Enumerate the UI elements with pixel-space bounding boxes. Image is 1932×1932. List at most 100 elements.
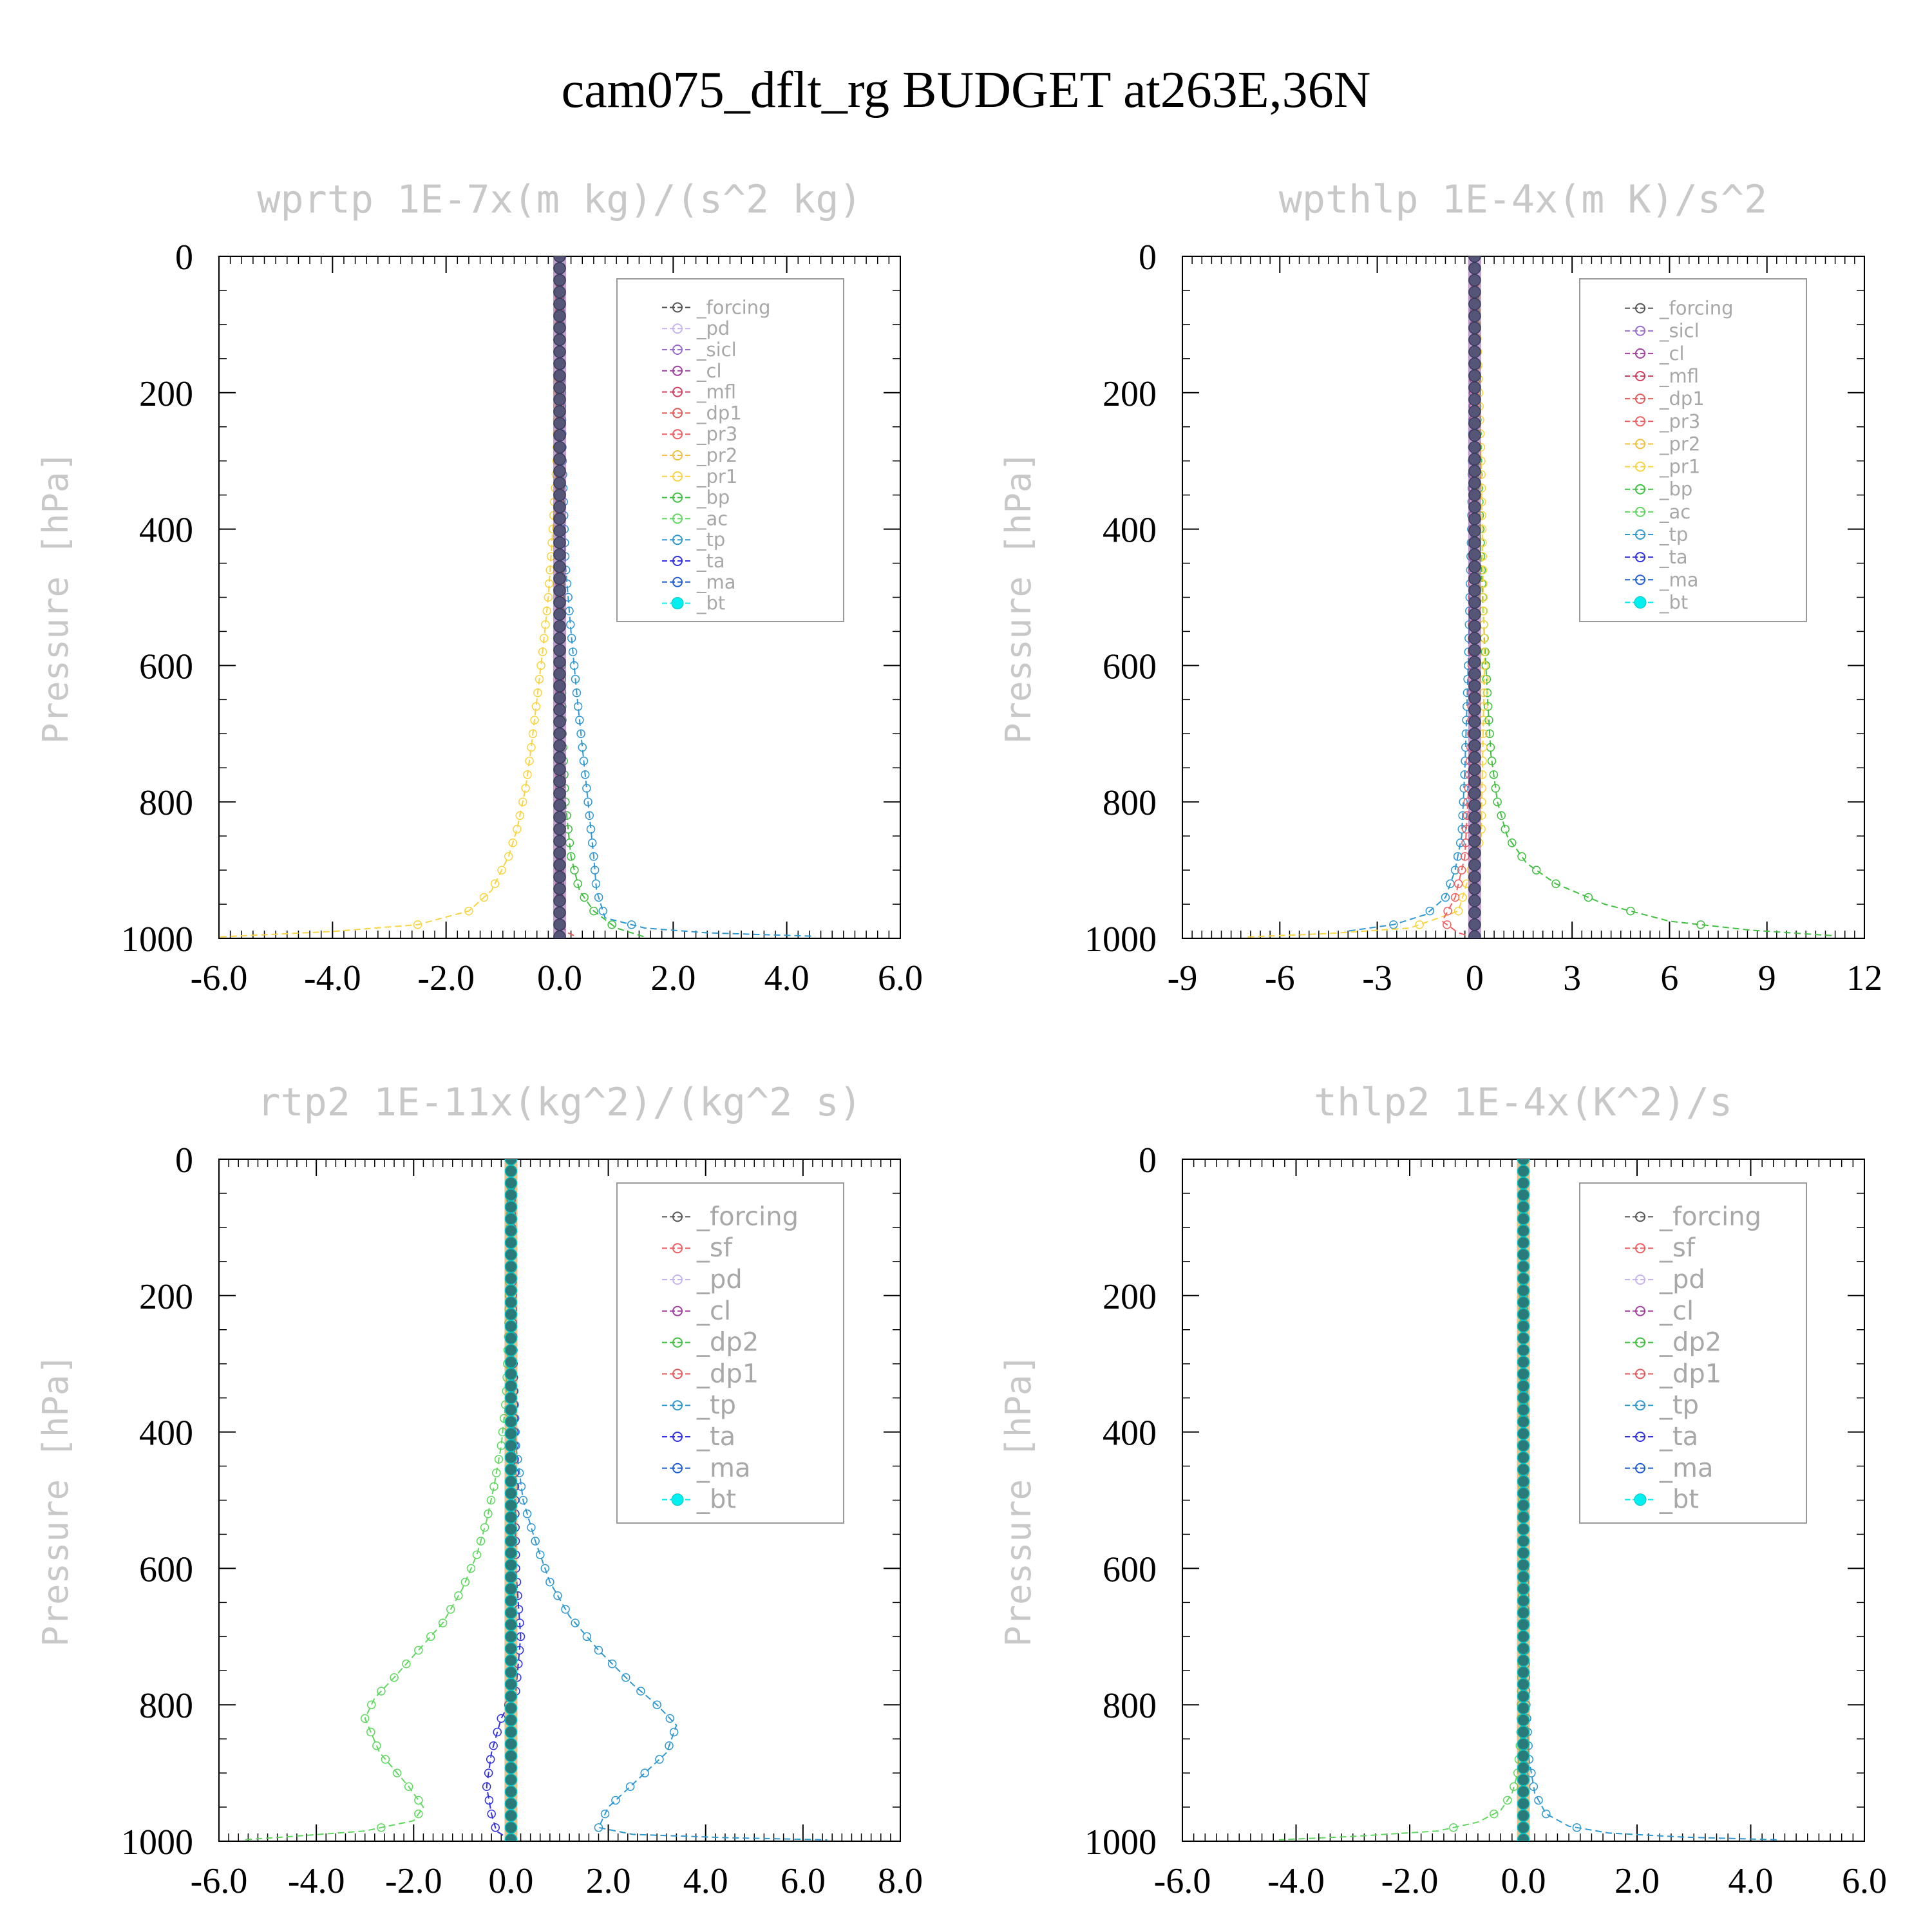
series-marker: [640, 1768, 649, 1777]
bt-marker: [1468, 620, 1481, 633]
series-marker: [590, 866, 600, 875]
bt-marker: [1517, 1320, 1530, 1333]
bt-marker: [553, 691, 566, 705]
legend-swatch-marker: [1635, 461, 1645, 472]
legend-swatch-marker: [672, 1337, 683, 1348]
bt-marker: [1517, 1463, 1530, 1476]
y-axis-label: Pressure [hPa]: [998, 1354, 1039, 1647]
series-marker: [482, 1782, 491, 1792]
legend-label: _bt: [696, 1485, 736, 1515]
bt-marker: [1517, 1272, 1530, 1285]
series-marker: [1457, 866, 1466, 875]
bt-marker: [1517, 1439, 1530, 1452]
bt-marker: [1468, 369, 1481, 383]
series-marker: [367, 1700, 376, 1709]
series-marker: [625, 1782, 635, 1792]
bt-marker: [1468, 512, 1481, 526]
legend-box: [1579, 278, 1807, 622]
bt-marker: [504, 1738, 518, 1750]
panel-title: thlp2 1E-4x(K^2)/s: [1314, 1080, 1732, 1125]
x-tick-label: -2.0: [1381, 1861, 1439, 1901]
bt-marker: [553, 261, 566, 275]
series-marker: [566, 620, 575, 629]
bt-marker: [504, 1200, 518, 1213]
y-tick-label: 0: [1139, 238, 1157, 278]
bt-marker: [504, 1690, 518, 1703]
bt-marker: [1468, 846, 1481, 860]
x-tick-label: 0: [1466, 958, 1484, 998]
bt-marker: [504, 1284, 518, 1297]
series-group: [243, 1159, 828, 1841]
bt-marker: [553, 333, 566, 346]
bt-marker: [553, 512, 566, 526]
legend-swatch-marker: [1635, 1211, 1645, 1222]
series-marker: [544, 592, 553, 602]
bt-marker: [504, 1582, 518, 1595]
series-marker: [414, 1795, 423, 1805]
bt-marker: [553, 536, 566, 549]
series-marker: [464, 906, 473, 916]
series-marker: [665, 1714, 675, 1723]
bt-marker: [553, 381, 566, 394]
bt-marker: [1468, 453, 1481, 466]
bt-marker: [504, 1594, 518, 1607]
legend-label: _dp1: [696, 402, 742, 424]
bt-marker: [504, 1773, 518, 1786]
bt-marker: [1517, 1821, 1530, 1834]
series-marker: [545, 1577, 554, 1587]
series-marker: [1491, 784, 1501, 793]
bt-marker: [504, 1272, 518, 1285]
bt-marker: [553, 620, 566, 633]
legend-swatch-marker: [1635, 574, 1645, 585]
bt-marker: [553, 727, 566, 741]
series-marker: [591, 879, 601, 889]
series-marker: [489, 1741, 498, 1750]
series-marker: [491, 1823, 500, 1832]
series-marker: [381, 1755, 390, 1764]
series-marker: [1551, 879, 1560, 889]
bt-marker: [1517, 1487, 1530, 1500]
bt-marker: [553, 870, 566, 884]
y-tick-label: 200: [139, 1277, 193, 1317]
bt-marker: [1468, 715, 1481, 728]
legend-label: _ma: [1659, 1454, 1713, 1483]
bt-marker: [553, 572, 566, 585]
legend-label: _sf: [1659, 1233, 1696, 1263]
bt-marker: [1468, 417, 1481, 430]
series-marker: [454, 1591, 463, 1600]
bt-marker: [504, 1224, 518, 1237]
bt-marker: [1517, 1308, 1530, 1321]
bt-marker: [504, 1511, 518, 1524]
chart-panel-4: thlp2 1E-4x(K^2)/s Pressure [hPa] -6.0 -4.0…: [998, 1080, 1887, 1901]
bt-marker: [504, 1379, 518, 1392]
bt-marker: [553, 930, 566, 938]
series-marker: [583, 797, 592, 806]
bt-marker: [504, 1367, 518, 1381]
y-tick-label: 600: [1103, 647, 1157, 687]
series-marker: [607, 1659, 617, 1669]
bt-marker: [1468, 536, 1481, 549]
series-marker: [531, 1537, 540, 1546]
bt-marker: [504, 1570, 518, 1584]
bt-marker: [1468, 381, 1481, 394]
bt-marker: [1517, 1666, 1530, 1679]
series-marker: [404, 1782, 413, 1792]
series-marker: [1531, 866, 1541, 875]
bt-marker: [504, 1320, 518, 1333]
series-marker: [360, 1714, 370, 1723]
series-marker: [587, 838, 597, 848]
series-marker: [568, 647, 578, 656]
bt-marker: [1517, 1546, 1530, 1560]
series-marker: [1415, 920, 1424, 929]
bt-marker: [1517, 1833, 1530, 1841]
bt-marker: [553, 799, 566, 812]
legend-swatch-marker: [672, 365, 683, 376]
legend-box: [616, 278, 844, 622]
bt-marker: [1517, 1511, 1530, 1524]
bt-marker: [504, 1177, 518, 1189]
y-tick-label: 1000: [121, 920, 193, 960]
series-marker: [580, 770, 590, 779]
series-marker: [1449, 1823, 1458, 1832]
x-tick-label: -2.0: [385, 1861, 442, 1901]
legend-label: _ma: [1659, 569, 1699, 591]
